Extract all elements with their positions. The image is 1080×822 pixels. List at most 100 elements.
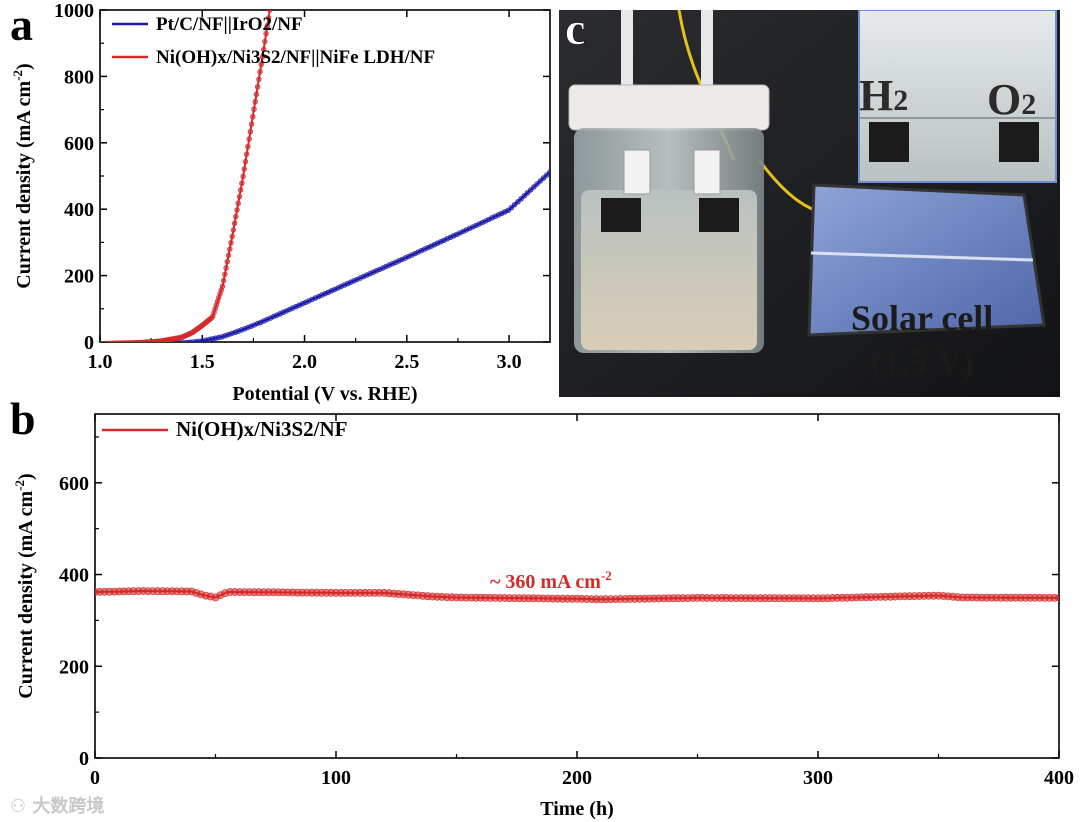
data-point (254, 84, 261, 90)
x-tick-label: 1.5 (190, 351, 215, 373)
electrode-clip-left (623, 149, 651, 195)
data-point (264, 23, 270, 29)
panel-a-y-label-main: Current density (mA cm (13, 80, 35, 288)
legend-label: Ni(OH)x/Ni3S2/NF||NiFe LDH/NF (156, 47, 435, 68)
data-point (221, 277, 227, 284)
data-point (230, 227, 237, 233)
x-tick-label: 1.0 (88, 351, 113, 373)
data-point (244, 151, 250, 157)
data-point (246, 136, 252, 142)
data-point (247, 129, 254, 135)
y-tick-label: 0 (84, 332, 94, 354)
panel-a-y-label-exponent: -2 (10, 70, 25, 81)
inset-label-h2-symbol: H (859, 71, 893, 120)
data-point (263, 30, 269, 37)
panel-b-y-label-close: ) (15, 473, 37, 480)
panel-b-annotation: ~ 360 mA cm-2 (490, 568, 612, 593)
watermark-text: 大数跨境 (32, 796, 105, 817)
y-tick-label: 0 (79, 748, 89, 770)
electrode-right (699, 198, 739, 232)
data-point (251, 106, 257, 112)
panel-a-series (98, 10, 550, 347)
data-point (222, 271, 228, 277)
y-tick-label: 1000 (54, 0, 94, 22)
inset-label-h2-subscript: 2 (893, 84, 908, 117)
data-point (1055, 594, 1059, 602)
data-point (267, 10, 273, 13)
series-1 (100, 10, 273, 342)
x-tick-label: 2.5 (394, 351, 419, 373)
panel-b-annotation-text: ~ 360 mA cm (490, 571, 601, 593)
data-point (223, 265, 229, 271)
data-point (234, 207, 240, 213)
inset-label-o2-symbol: O (987, 75, 1021, 124)
x-tick-label: 400 (1044, 767, 1074, 789)
solar-cell-label: Solar cell (851, 298, 993, 338)
panel-b-series (95, 587, 1059, 604)
panel-a-letter: a (10, 0, 33, 50)
panel-b-annotation-exponent: -2 (601, 568, 612, 583)
cell-cap (568, 84, 770, 131)
series-line (181, 171, 550, 342)
data-point (224, 259, 231, 265)
inset-electrode-o2 (999, 122, 1039, 162)
y-tick-label: 200 (64, 266, 94, 288)
series-0 (98, 169, 550, 347)
electrode-rod-right (701, 10, 713, 95)
x-tick-label: 0 (90, 767, 100, 789)
data-point (258, 61, 264, 68)
data-point (219, 283, 226, 289)
legend-label: Pt/C/NF||IrO2/NF (156, 14, 303, 35)
data-point (252, 98, 258, 105)
legend-label: Ni(OH)x/Ni3S2/NF (176, 417, 348, 441)
y-tick-label: 600 (59, 473, 89, 495)
data-point (238, 187, 244, 193)
panel-a-y-label-close: ) (13, 63, 35, 70)
electrode-rod-left (621, 10, 633, 95)
panel-b-y-label-main: Current density (mA cm (15, 490, 37, 698)
data-point (262, 38, 268, 45)
panel-c-letter: c (565, 10, 585, 54)
data-point (245, 143, 251, 150)
data-point (511, 202, 518, 208)
solar-voltage-label: (1.5 V) (871, 342, 974, 382)
panel-a-y-axis-label: Current density (mA cm-2) (10, 63, 35, 288)
panel-b-chart: 0 100 200 300 400 0 200 400 600 Ni(OH)x/Ni3S2/NF… (10, 393, 1074, 820)
data-point (105, 341, 108, 342)
y-tick-label: 800 (64, 66, 94, 88)
data-point (248, 121, 255, 127)
panel-a-chart: 1.0 1.5 2.0 2.5 3.0 0 200 400 600 800 1000 Pt/C/NF… (10, 0, 551, 405)
data-point (259, 54, 266, 60)
watermark-icon: ⚇ (10, 796, 33, 817)
data-point (240, 173, 246, 180)
x-tick-label: 300 (803, 767, 833, 789)
data-point (265, 15, 272, 21)
y-tick-label: 600 (64, 133, 94, 155)
x-tick-label: 2.0 (292, 351, 317, 373)
series-0 (95, 587, 1059, 604)
data-point (98, 342, 103, 347)
data-point (231, 220, 238, 227)
solar-panel (807, 183, 1046, 337)
inset-electrode-h2 (869, 122, 909, 162)
x-tick-label: 3.0 (497, 351, 522, 373)
panel-c-photo: c H2 O2 Solar cell (1.5 V) (559, 10, 1060, 397)
y-tick-label: 400 (64, 199, 94, 221)
panel-b-y-label-exponent: -2 (12, 480, 27, 491)
watermark: ⚇ 大数跨境 (10, 792, 104, 818)
inset-label-o2: O2 (987, 75, 1036, 124)
data-point (242, 158, 249, 165)
data-point (250, 113, 256, 120)
data-point (102, 341, 104, 342)
data-point (261, 46, 267, 53)
panel-b-ticks: 0 100 200 300 400 0 200 400 600 (59, 414, 1074, 789)
data-point (239, 180, 245, 186)
panel-b-legend: Ni(OH)x/Ni3S2/NF (102, 417, 348, 441)
data-point (253, 91, 260, 98)
panel-a-legend: Pt/C/NF||IrO2/NF Ni(OH)x/Ni3S2/NF||NiFe L… (112, 14, 435, 68)
x-tick-label: 100 (321, 767, 351, 789)
data-point (534, 181, 540, 187)
data-point (227, 246, 233, 252)
panel-a-ticks: 1.0 1.5 2.0 2.5 3.0 0 200 400 600 800 1000 (54, 0, 550, 373)
